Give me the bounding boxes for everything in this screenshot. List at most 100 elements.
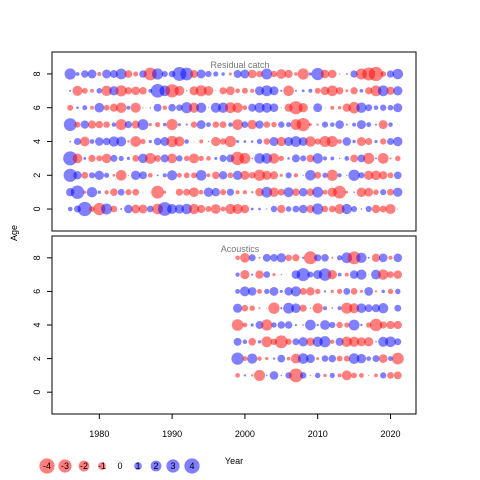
bubble-point [333, 185, 346, 199]
bubble-point [124, 87, 133, 95]
bubble-point [359, 88, 364, 93]
bubble-point [176, 104, 183, 111]
bubble-point [95, 137, 104, 146]
bubble-point [87, 120, 97, 129]
legend-bubble [184, 458, 200, 474]
bubble-point [110, 188, 118, 196]
bubble-point [101, 203, 113, 215]
bubble-point [69, 89, 72, 92]
bubble-point [314, 288, 321, 295]
residual-catch-bubbles [63, 66, 404, 217]
bubble-point [88, 172, 96, 179]
bubble-point [393, 103, 403, 113]
bubble-point [117, 188, 125, 196]
bubble-point [344, 272, 349, 277]
bubble-point [77, 201, 92, 217]
bubble-point [363, 152, 375, 164]
bubble-point [126, 156, 131, 161]
bubble-point [302, 324, 305, 326]
bubble-point [139, 171, 147, 180]
bubble-point [342, 137, 352, 146]
bubble-point [247, 69, 257, 79]
bubble-point [329, 372, 335, 378]
bubble-point [345, 123, 348, 126]
bubble-point [284, 136, 294, 147]
bubble-point [227, 172, 234, 179]
bubble-point [166, 135, 178, 148]
bubble-point [292, 188, 300, 197]
bubble-point [189, 153, 199, 164]
bubble-point [341, 336, 353, 348]
bubble-point [356, 337, 366, 347]
bubble-point [356, 353, 367, 364]
bubble-point [102, 137, 111, 146]
bubble-point [249, 305, 255, 311]
bubble-point [288, 368, 303, 383]
bubble-point [303, 251, 317, 265]
bubble-point [247, 353, 258, 364]
bubble-point [153, 137, 162, 146]
bubble-point [257, 340, 262, 344]
bubble-point [341, 302, 353, 314]
bubble-point [258, 307, 261, 310]
bubble-point [374, 123, 378, 126]
bubble-point [393, 86, 403, 96]
bubble-point [228, 72, 232, 76]
bubble-point [276, 253, 286, 263]
bubble-point [368, 274, 370, 275]
bubble-point [301, 89, 305, 93]
acoustics-title: Acoustics [221, 244, 260, 254]
bubble-point [83, 156, 87, 160]
bubble-point [290, 136, 302, 147]
bubble-point [280, 89, 283, 92]
y-tick-label: 2 [32, 173, 42, 178]
bubble-point [312, 186, 324, 198]
bubble-point [233, 337, 242, 346]
bubble-point [298, 187, 308, 197]
bubble-point [308, 123, 312, 127]
bubble-point [298, 102, 308, 113]
bubble-point [138, 153, 148, 164]
bubble-point [371, 304, 381, 313]
bubble-point [126, 105, 131, 110]
bubble-point [336, 288, 343, 295]
bubble-point [149, 107, 151, 109]
bubble-point [256, 70, 263, 78]
bubble-point [124, 204, 133, 214]
bubble-point [271, 322, 277, 328]
residual-catch-y-axis: 0 2 4 6 8 [32, 71, 53, 212]
bubble-point [290, 286, 301, 297]
bubble-point [292, 254, 300, 262]
bubble-point [242, 339, 248, 345]
bubble-point [330, 122, 335, 127]
bubble-point [323, 290, 327, 293]
bubble-point [265, 356, 269, 361]
bubble-point [386, 86, 395, 95]
bubble-point [215, 90, 217, 92]
bubble-point [115, 119, 127, 131]
bubble-point [256, 138, 263, 145]
bubble-point [235, 288, 241, 294]
bubble-point [310, 107, 311, 109]
bubble-point [316, 357, 320, 361]
bubble-point [314, 372, 321, 379]
legend-label: 4 [189, 461, 194, 471]
bubble-point [132, 188, 140, 196]
bubble-point [314, 138, 321, 145]
bubble-point [184, 139, 189, 144]
bubble-point [124, 120, 133, 129]
bubble-point [81, 171, 89, 179]
bubble-point [168, 103, 176, 112]
acoustics-y-axis: 0 2 4 6 8 [32, 255, 53, 395]
bubble-point [348, 336, 360, 347]
bubble-point [218, 171, 228, 180]
bubble-point [196, 120, 206, 130]
bubble-point [297, 353, 309, 364]
bubble-point [261, 102, 272, 113]
bubble-point [284, 287, 293, 296]
bubble-point [308, 88, 313, 93]
bubble-point [364, 304, 373, 313]
bubble-point [67, 206, 73, 212]
bubble-point [75, 72, 80, 76]
bubble-point [131, 120, 140, 129]
